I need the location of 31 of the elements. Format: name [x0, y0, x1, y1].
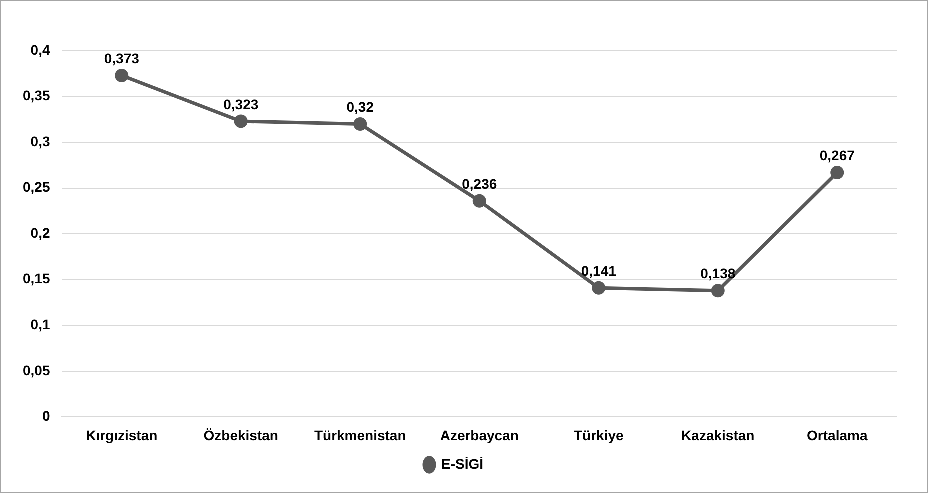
point — [830, 166, 844, 180]
legend-label: E-SİGİ — [441, 456, 484, 472]
data-label: 0,236 — [462, 176, 498, 192]
point — [354, 117, 368, 131]
data-label: 0,267 — [820, 148, 856, 164]
x-tick-label: Özbekistan — [204, 427, 278, 444]
point — [711, 284, 725, 298]
y-tick-label: 0,15 — [23, 270, 50, 287]
y-tick-label: 0,05 — [23, 362, 50, 378]
point — [115, 68, 129, 82]
y-tick-label: 0 — [42, 408, 50, 424]
x-tick-label: Kazakistan — [682, 427, 755, 444]
data-label: 0,32 — [346, 99, 374, 116]
y-tick-label: 0,25 — [23, 179, 50, 196]
y-tick-label: 0,1 — [30, 316, 50, 333]
y-tick-label: 0,3 — [30, 133, 50, 150]
x-tick-label: Türkiye — [574, 427, 624, 444]
data-label: 0,138 — [700, 266, 736, 282]
x-tick-label: Kırgızistan — [86, 427, 158, 444]
data-label: 0,373 — [104, 50, 140, 67]
y-tick-label: 0,4 — [30, 42, 50, 58]
x-tick-label: Azerbaycan — [440, 427, 519, 444]
y-tick-label: 0,35 — [23, 88, 50, 104]
point — [592, 281, 606, 295]
point — [472, 194, 486, 208]
point — [234, 114, 248, 128]
y-tick-label: 0,2 — [30, 224, 50, 241]
data-label: 0,323 — [224, 96, 259, 112]
x-tick-label: Türkmenistan — [314, 427, 406, 444]
x-tick-label: Ortalama — [807, 427, 868, 444]
data-label: 0,141 — [581, 262, 617, 279]
